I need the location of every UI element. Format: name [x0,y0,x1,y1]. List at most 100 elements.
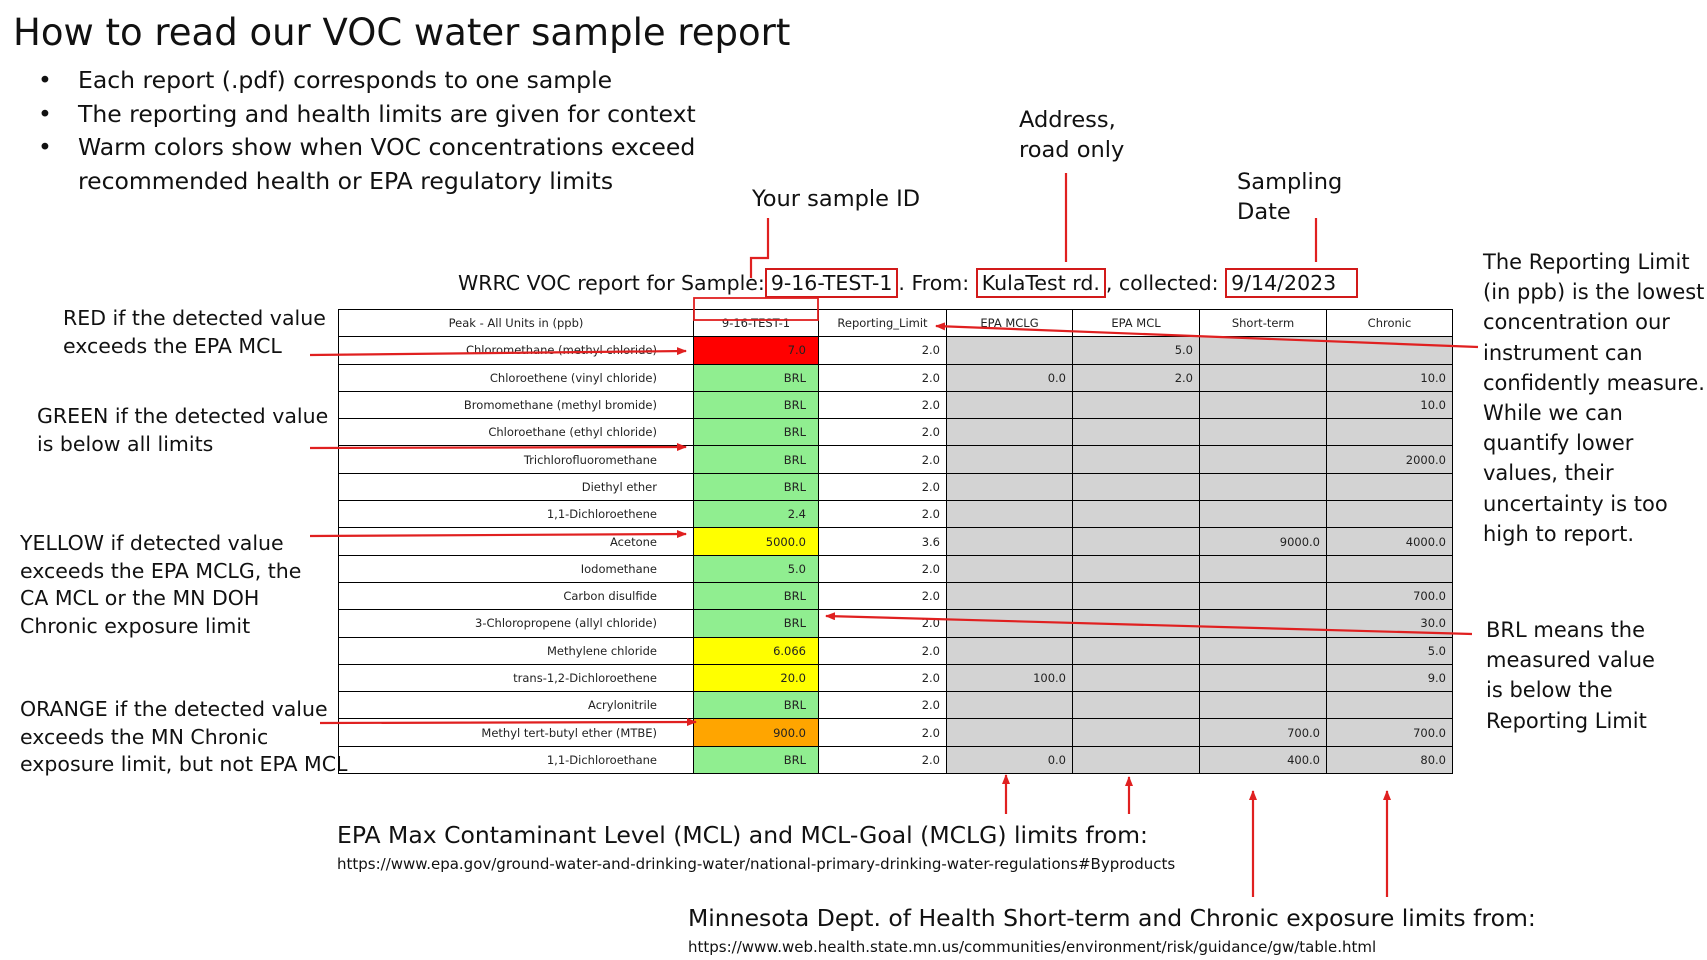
bullet-text: Each report (.pdf) corresponds to one sa… [78,66,613,94]
epa-mcl-cell [1072,609,1200,638]
column-header: EPA MCL [1072,308,1200,338]
reporting-limit-cell: 2.0 [818,745,947,775]
peak-name-cell: Acetone [338,527,694,556]
epa-mclg-cell [946,336,1073,365]
orange-legend-callout: ORANGE if the detected value exceeds the… [20,697,348,776]
report-title: WRRC VOC report for Sample: 9-16-TEST-1. … [458,268,1359,298]
short-term-cell [1199,609,1327,638]
short-term-cell [1199,636,1327,665]
report-date: 9/14/2023 [1225,268,1359,298]
reporting-limit-cell: 2.0 [818,609,947,638]
chronic-cell [1326,691,1453,720]
short-term-cell [1199,390,1327,420]
column-header: 9-16-TEST-1 [693,308,819,338]
chronic-cell: 700.0 [1326,718,1453,747]
address-callout-line: Address, [1019,107,1116,133]
sample-value-cell: BRL [693,745,819,775]
address-callout: Address, road only [1019,105,1124,165]
sample-value-cell: BRL [693,445,819,474]
sample-value-cell: BRL [693,418,819,447]
short-term-cell: 400.0 [1199,745,1327,775]
short-term-cell [1199,418,1327,447]
reporting-limit-cell: 3.6 [818,527,947,556]
epa-mclg-cell [946,472,1073,502]
address-callout-line: road only [1019,137,1125,163]
peak-name-cell: Diethyl ether [338,472,694,502]
epa-mclg-cell [946,418,1073,447]
column-header: EPA MCLG [946,308,1073,338]
table-row: Iodomethane 5.0 2.0 [338,554,1453,583]
sample-value-cell: 20.0 [693,663,819,693]
epa-mcl-cell: 2.0 [1072,363,1200,392]
epa-mclg-cell [946,527,1073,556]
reporting-limit-cell: 2.0 [818,691,947,720]
epa-mcl-cell: 5.0 [1072,336,1200,365]
epa-mcl-cell [1072,527,1200,556]
short-term-cell [1199,445,1327,474]
epa-mcl-cell [1072,636,1200,665]
table-row: Bromomethane (methyl bromide) BRL 2.0 10.0 [338,390,1453,420]
chronic-cell: 80.0 [1326,745,1453,775]
table-body: Chloromethane (methyl chloride) 7.0 2.0 5.0… [338,336,1453,775]
sample-value-cell: BRL [693,581,819,611]
sample-value-cell: 900.0 [693,718,819,747]
peak-name-cell: 3-Chloropropene (allyl chloride) [338,609,694,638]
report-from-label: From: [904,271,970,295]
chronic-cell: 10.0 [1326,363,1453,392]
peak-name-cell: trans-1,2-Dichloroethene [338,663,694,693]
sample-value-cell: 7.0 [693,336,819,365]
sample-value-cell: BRL [693,691,819,720]
green-legend-callout: GREEN if the detected value is below all… [37,404,329,456]
chronic-cell: 700.0 [1326,581,1453,611]
mn-source-url: https://www.web.health.state.mn.us/commu… [688,938,1377,956]
page-title: How to read our VOC water sample report [13,11,791,54]
chronic-cell: 30.0 [1326,609,1453,638]
table-row: 1,1-Dichloroethene 2.4 2.0 [338,500,1453,529]
epa-source-heading: EPA Max Contaminant Level (MCL) and MCL-… [337,821,1148,849]
epa-mclg-cell [946,609,1073,638]
chronic-cell [1326,418,1453,447]
peak-name-cell: Methyl tert-butyl ether (MTBE) [338,718,694,747]
brl-callout: BRL means the measured value is below th… [1486,618,1655,733]
epa-mcl-cell [1072,745,1200,775]
report-sample-id: 9-16-TEST-1 [764,268,899,298]
table-row: Acetone 5000.0 3.6 9000.0 4000.0 [338,527,1453,556]
reporting-limit-cell: 2.0 [818,363,947,392]
short-term-cell: 700.0 [1199,718,1327,747]
bullet-text: Warm colors show when VOC concentrations… [78,133,696,195]
table-row: Diethyl ether BRL 2.0 [338,472,1453,502]
peak-name-cell: Chloromethane (methyl chloride) [338,336,694,365]
short-term-cell [1199,663,1327,693]
epa-mclg-cell [946,390,1073,420]
bullet-list: Each report (.pdf) corresponds to one sa… [38,64,698,198]
epa-mclg-cell: 100.0 [946,663,1073,693]
red-legend-callout: RED if the detected value exceeds the EP… [63,306,326,358]
table-row: Chloromethane (methyl chloride) 7.0 2.0 5.0 [338,336,1453,365]
peak-name-cell: 1,1-Dichloroethane [338,745,694,775]
sample-value-cell: BRL [693,609,819,638]
column-header: Reporting_Limit [818,308,947,338]
reporting-limit-cell: 2.0 [818,636,947,665]
epa-mcl-cell [1072,718,1200,747]
reporting-limit-cell: 2.0 [818,336,947,365]
epa-mcl-cell [1072,445,1200,474]
epa-mclg-cell [946,445,1073,474]
bullet-item: Warm colors show when VOC concentrations… [38,131,698,198]
reporting-limit-cell: 2.0 [818,581,947,611]
epa-mclg-cell: 0.0 [946,363,1073,392]
report-collected-label: , collected: [1105,271,1219,295]
bullet-item: Each report (.pdf) corresponds to one sa… [38,64,698,98]
epa-mcl-cell [1072,418,1200,447]
table-row: Chloroethane (ethyl chloride) BRL 2.0 [338,418,1453,447]
short-term-cell [1199,336,1327,365]
peak-name-cell: Acrylonitrile [338,691,694,720]
sample-value-cell: 5000.0 [693,527,819,556]
sample-value-cell: 2.4 [693,500,819,529]
column-header: Short-term [1199,308,1327,338]
reporting-limit-cell: 2.0 [818,500,947,529]
chronic-cell: 5.0 [1326,636,1453,665]
bullet-item: The reporting and health limits are give… [38,98,698,132]
epa-mcl-cell [1072,581,1200,611]
chronic-cell [1326,500,1453,529]
peak-name-cell: Chloroethene (vinyl chloride) [338,363,694,392]
